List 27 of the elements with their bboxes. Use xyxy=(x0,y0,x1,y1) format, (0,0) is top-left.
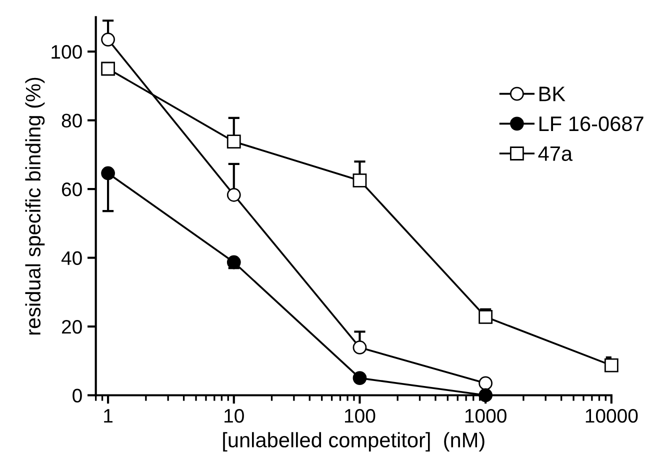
legend-label: LF 16-0687 xyxy=(540,116,644,132)
x-axis-title: [unlabelled competitor] (nM) xyxy=(223,432,484,452)
x-tick-label: 10 xyxy=(224,408,244,423)
legend-label: 47a xyxy=(538,146,573,162)
point xyxy=(226,255,241,270)
x-tick-label: 100 xyxy=(344,408,376,423)
point xyxy=(352,340,367,354)
y-tick-label: 40 xyxy=(61,251,82,266)
point xyxy=(226,188,241,202)
point xyxy=(352,174,367,188)
point xyxy=(478,310,493,324)
y-tick-label: 60 xyxy=(62,182,82,196)
point xyxy=(101,32,115,46)
point xyxy=(226,134,241,149)
y-tick-label: 80 xyxy=(62,114,82,128)
point xyxy=(101,62,115,76)
point xyxy=(478,376,493,390)
x-tick-label: 1000 xyxy=(465,408,506,423)
x-tick-label: 10000 xyxy=(586,408,638,423)
x-tick-label: 1 xyxy=(104,409,112,423)
point xyxy=(352,371,367,386)
legend-label: BK xyxy=(540,86,566,102)
y-tick-label: 100 xyxy=(52,45,82,59)
point xyxy=(101,166,115,180)
y-tick-label: 20 xyxy=(62,320,82,334)
y-axis-title: residual specific binding (%) xyxy=(25,78,45,335)
y-tick-label: 0 xyxy=(72,388,82,402)
